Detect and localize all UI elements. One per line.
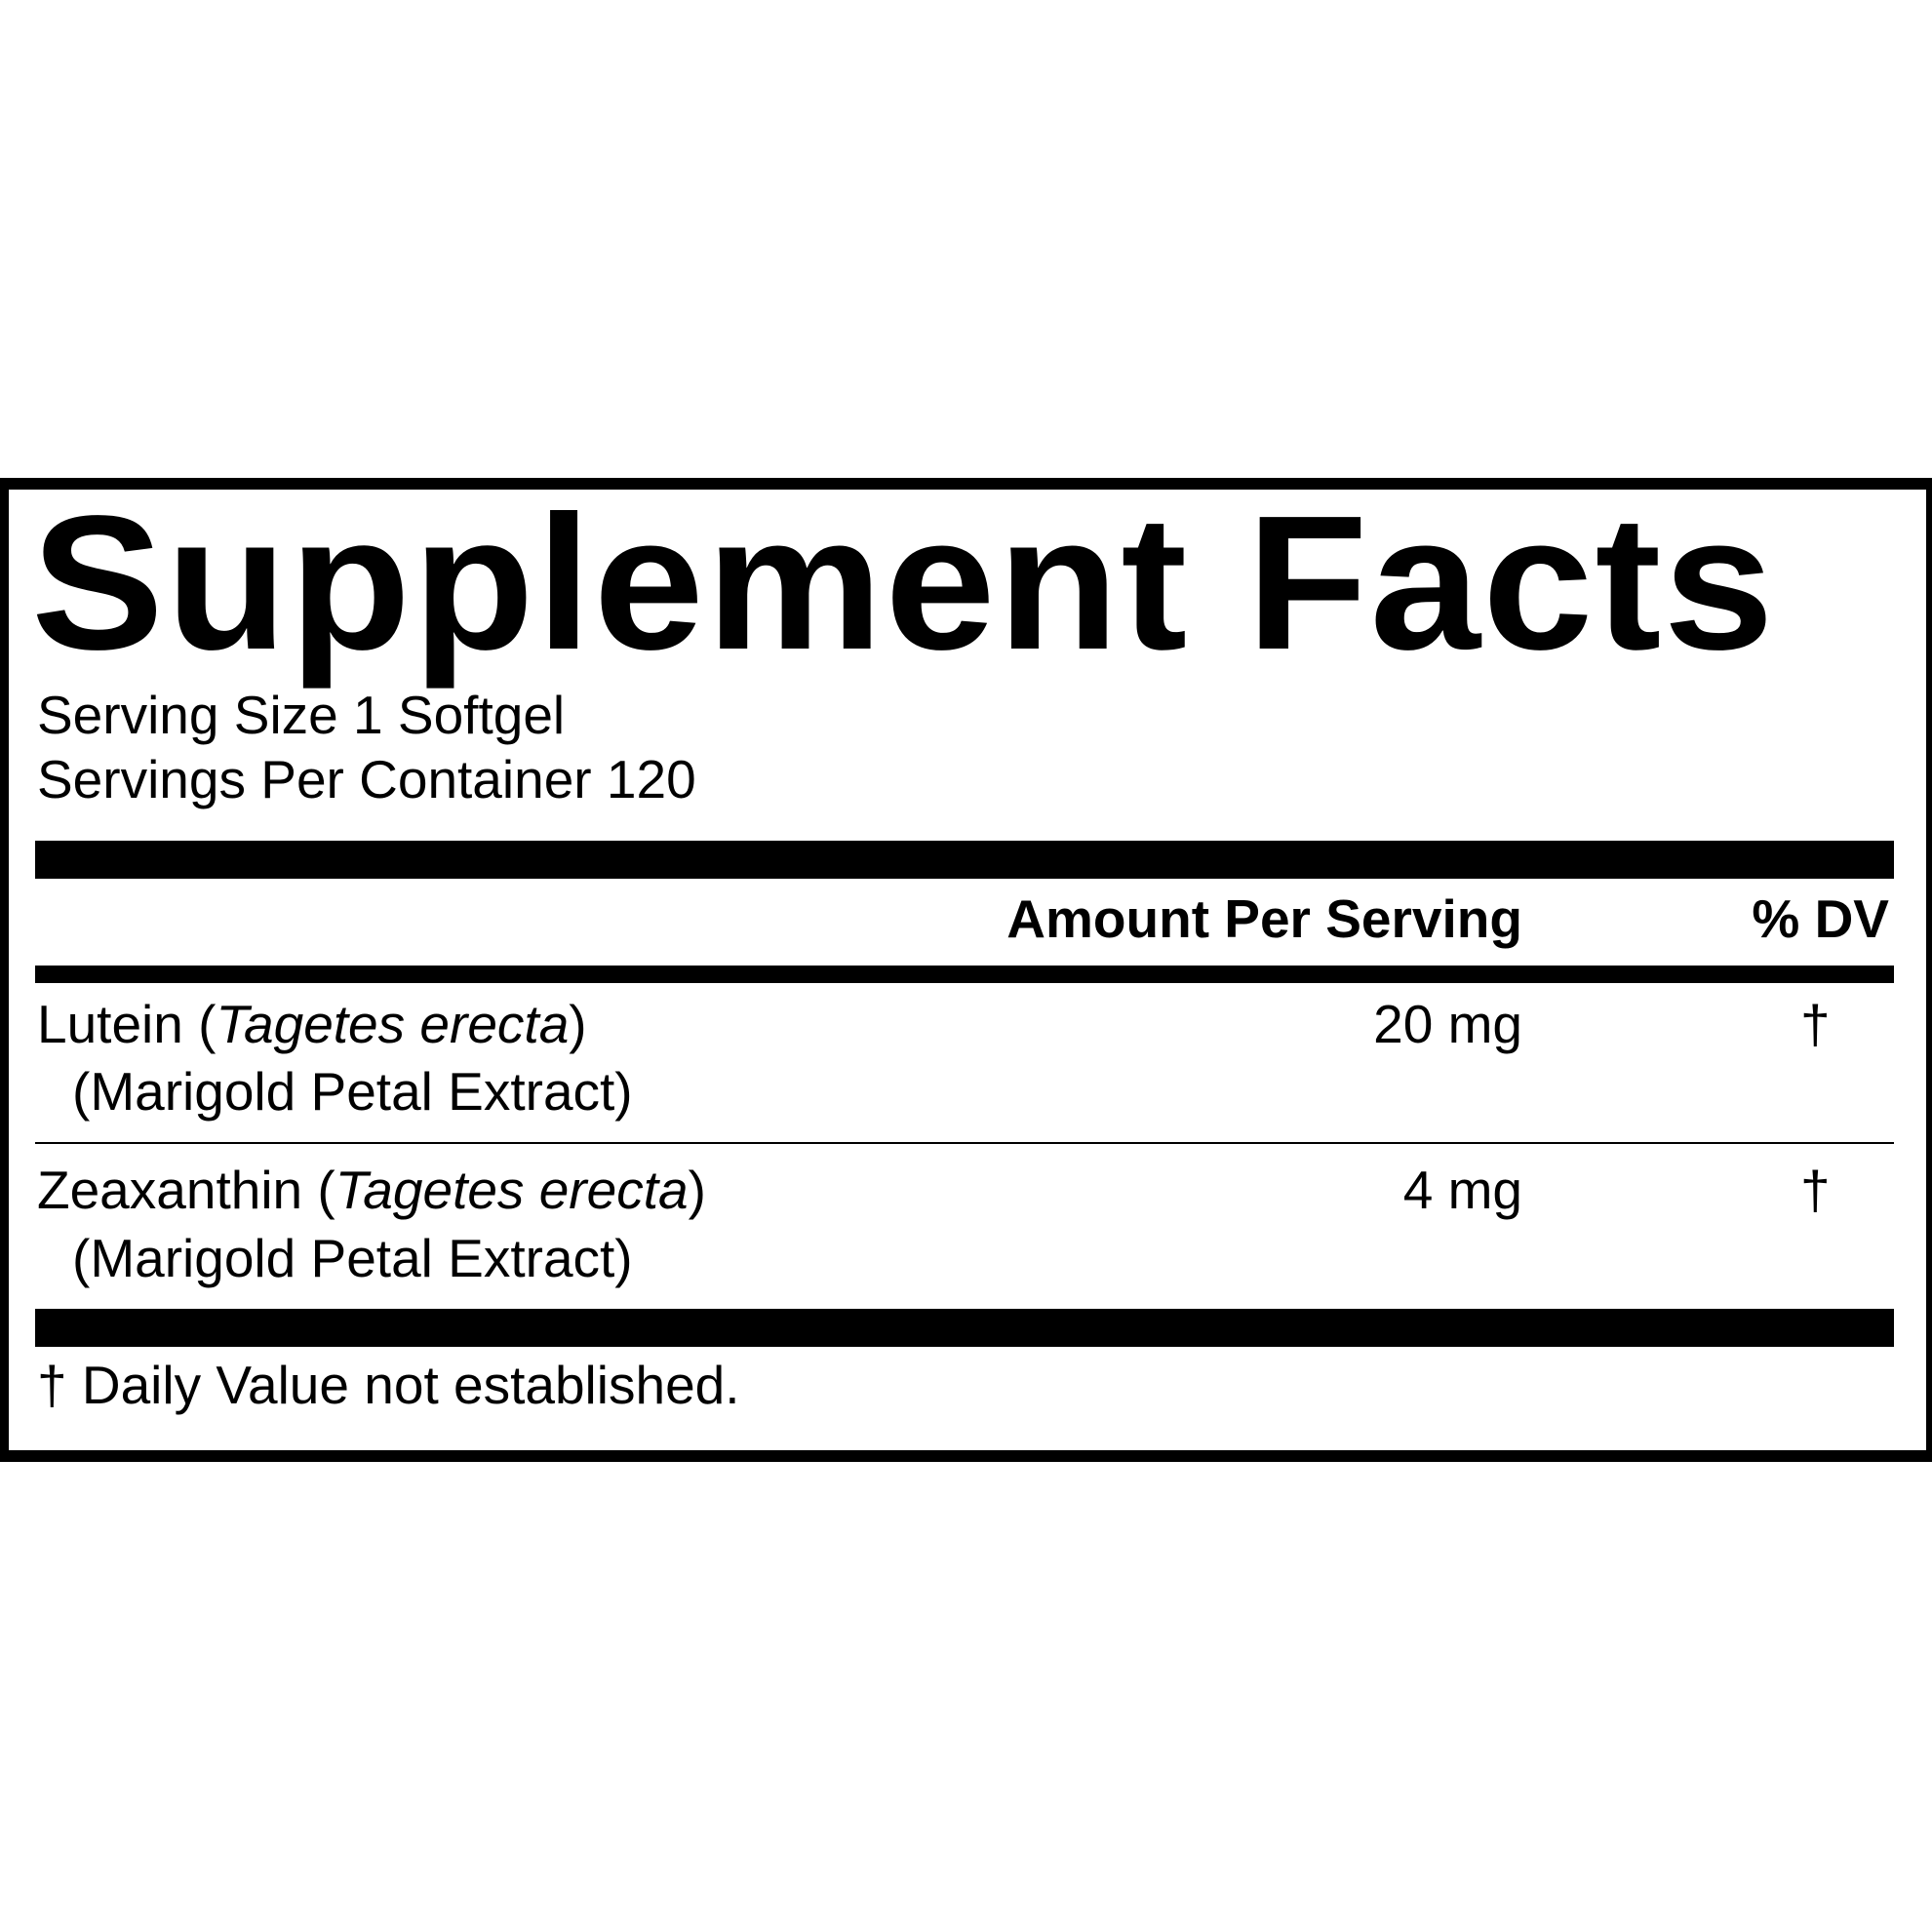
dv-header: % DV: [1752, 888, 1889, 949]
ingredient-dv: †: [1800, 1160, 1831, 1220]
ingredient-amount: 4 mg: [1402, 1160, 1522, 1220]
ingredient-source: (Marigold Petal Extract): [72, 1061, 633, 1122]
footnote: † Daily Value not established.: [37, 1355, 740, 1415]
panel-title: Supplement Facts: [31, 476, 1776, 690]
medium-divider: [35, 966, 1894, 983]
ingredient-name: Zeaxanthin (Tagetes erecta): [37, 1160, 706, 1220]
ingredient-source: (Marigold Petal Extract): [72, 1228, 633, 1288]
servings-per-container: Servings Per Container 120: [37, 749, 696, 809]
ingredient-dv: †: [1800, 994, 1831, 1054]
amount-header: Amount Per Serving: [1006, 888, 1522, 949]
row-divider: [35, 1142, 1894, 1144]
thick-divider: [35, 1309, 1894, 1347]
ingredient-amount: 20 mg: [1373, 994, 1522, 1054]
ingredient-name: Lutein (Tagetes erecta): [37, 994, 587, 1054]
supplement-facts-panel: [0, 478, 1932, 1462]
serving-size: Serving Size 1 Softgel: [37, 685, 566, 745]
thick-divider: [35, 841, 1894, 879]
